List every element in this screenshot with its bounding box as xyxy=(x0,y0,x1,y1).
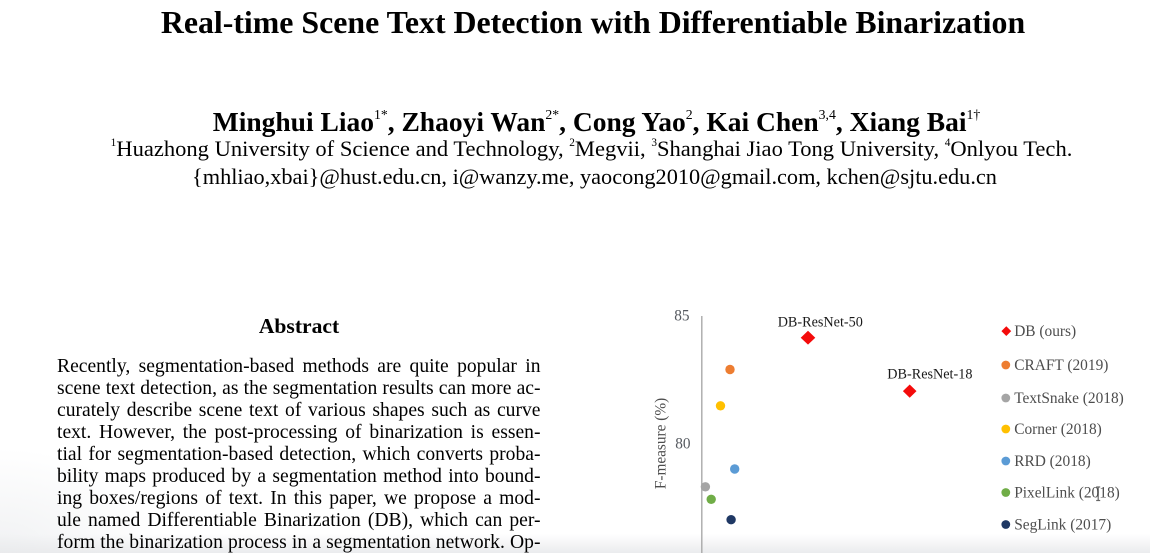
svg-text:Corner (2018): Corner (2018) xyxy=(1014,421,1102,438)
svg-text:SegLink (2017): SegLink (2017) xyxy=(1014,517,1111,534)
svg-text:CRAFT (2019): CRAFT (2019) xyxy=(1014,357,1108,374)
svg-text:80: 80 xyxy=(675,435,691,452)
svg-text:DB-ResNet-18: DB-ResNet-18 xyxy=(887,366,972,382)
svg-text:F-measure (%): F-measure (%) xyxy=(653,398,670,489)
svg-text:PixelLink (2018): PixelLink (2018) xyxy=(1014,485,1120,502)
svg-text:TextSnake (2018): TextSnake (2018) xyxy=(1014,390,1124,407)
svg-text:DB (ours): DB (ours) xyxy=(1014,323,1076,340)
svg-text:DB-ResNet-50: DB-ResNet-50 xyxy=(778,315,863,331)
svg-text:85: 85 xyxy=(674,308,690,325)
svg-text:RRD (2018): RRD (2018) xyxy=(1014,453,1091,470)
